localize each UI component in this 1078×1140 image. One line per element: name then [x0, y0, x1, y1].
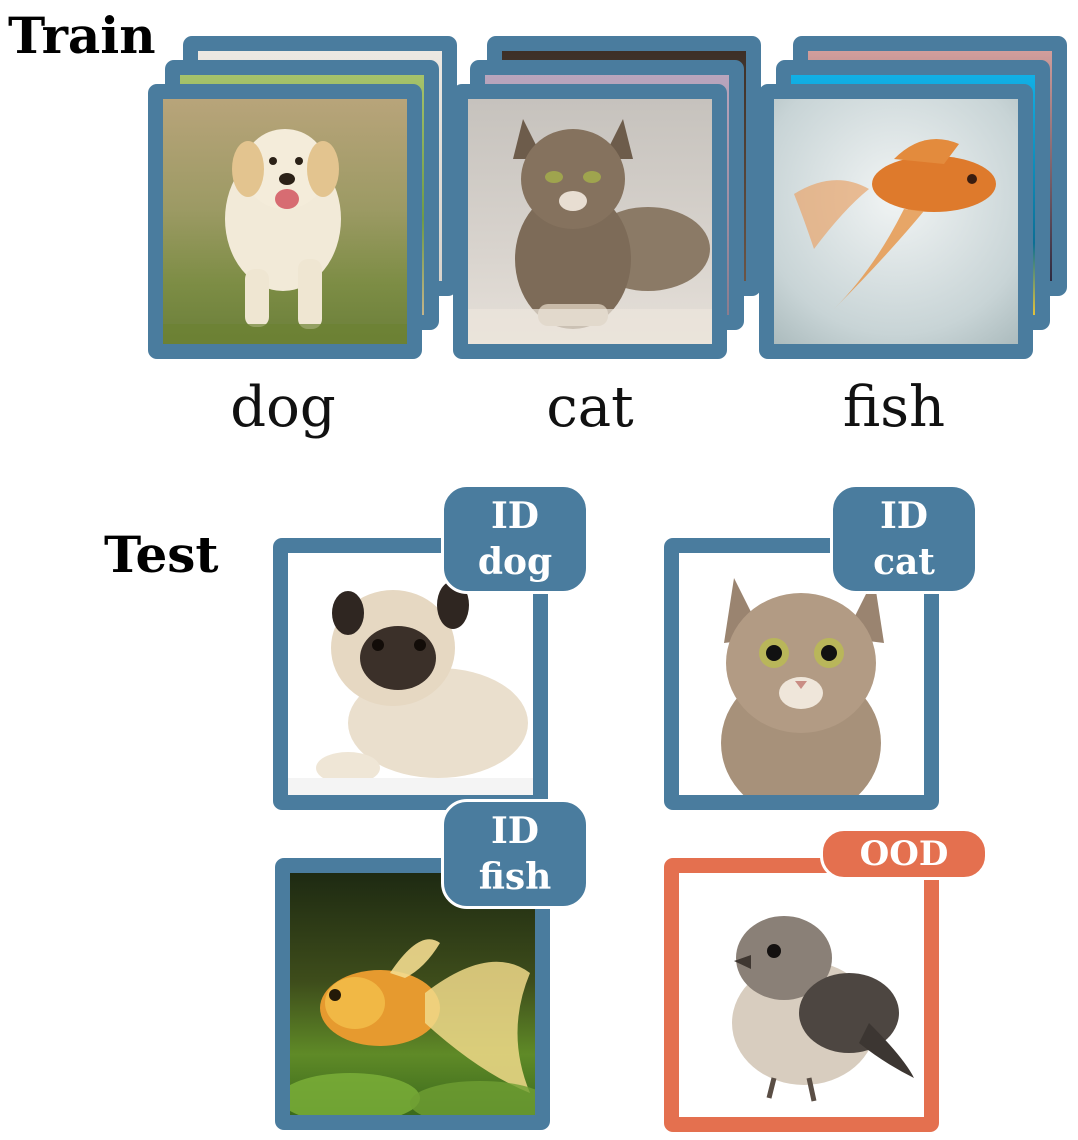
tag-ood: OOD — [820, 828, 988, 880]
test-image-fish — [275, 858, 550, 1130]
goldfish-photo — [774, 99, 1018, 344]
golden-retriever-puppy-photo — [163, 99, 407, 344]
tabby-cat-lying-photo — [468, 99, 712, 344]
train-label-cat: cat — [546, 375, 634, 440]
train-section-title: Train — [8, 6, 156, 65]
tag-id-fish-top: ID — [490, 810, 540, 852]
train-image-cat — [453, 84, 727, 359]
tag-id-dog: ID dog — [441, 484, 589, 594]
sparrow-bird-photo — [679, 873, 924, 1117]
goldfish-aquarium-photo — [290, 873, 535, 1115]
test-image-cat — [664, 538, 939, 810]
tag-id-dog-top: ID — [490, 495, 540, 537]
train-label-fish: fish — [842, 375, 946, 440]
tag-id-dog-bottom: dog — [477, 541, 553, 583]
train-image-dog — [148, 84, 422, 359]
tag-id-fish-bottom: fish — [478, 856, 552, 898]
tabby-cat-face-photo — [679, 553, 924, 795]
tag-id-fish: ID fish — [441, 799, 589, 909]
test-image-ood-bird — [664, 858, 939, 1132]
tag-id-cat-bottom: cat — [873, 541, 935, 583]
train-image-fish — [759, 84, 1033, 359]
tag-id-cat-top: ID — [879, 495, 929, 537]
train-label-dog: dog — [230, 375, 336, 440]
test-section-title: Test — [104, 525, 219, 584]
tag-id-cat: ID cat — [830, 484, 978, 594]
tag-ood-text: OOD — [859, 834, 949, 874]
